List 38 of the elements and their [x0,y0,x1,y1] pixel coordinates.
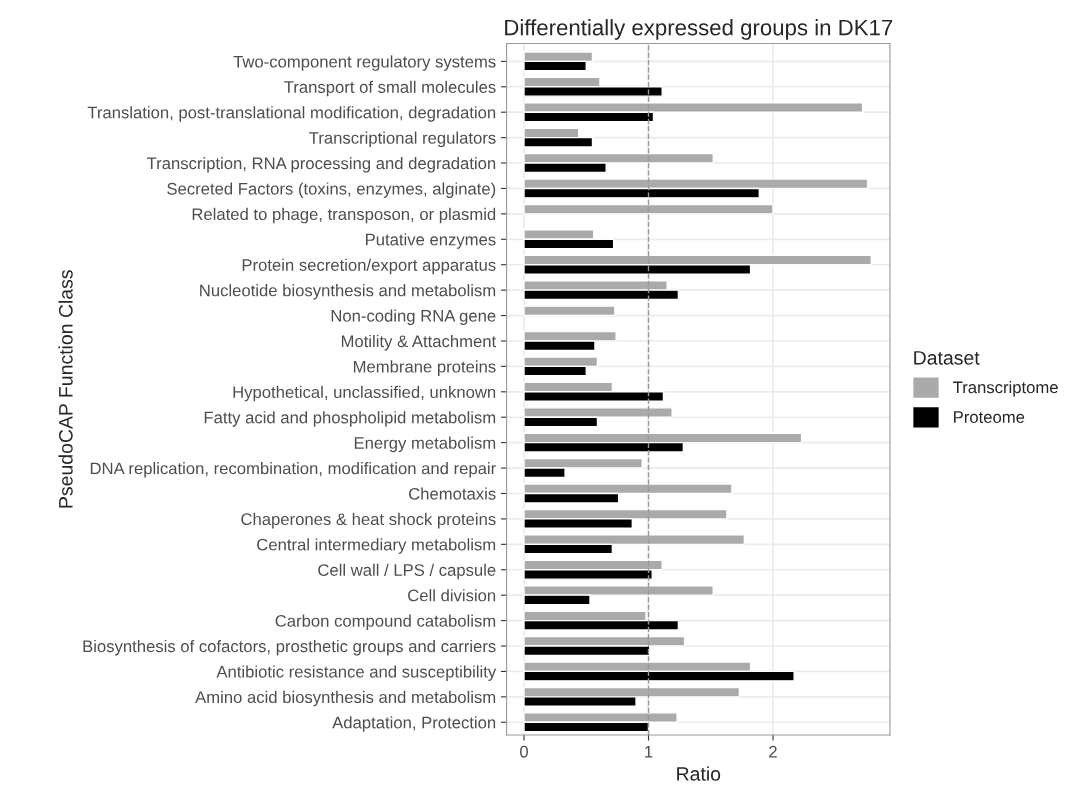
bar [523,203,774,215]
y-tick-label: Transport of small molecules [284,80,496,97]
y-tick-label: Amino acid biosynthesis and metabolism [195,690,496,707]
y-axis-title: PseudoCAP Function Class [58,270,73,508]
y-tick-label: Putative enzymes [366,233,496,249]
chart-title: Differentially expressed groups in DK17 [505,19,893,40]
y-tick-label: Chaperones & heat shock proteins [241,512,496,529]
y-tick-label: Energy metabolism [354,436,496,453]
y-tick-label: Adaptation, Protection [332,716,496,732]
legend-title: Dataset [914,351,980,365]
y-tick-label: Nucleotide biosynthesis and metabolism [200,284,496,300]
x-tick-label: 1 [645,746,653,758]
legend-label: Transcriptome [953,381,1058,397]
x-tick-label: 2 [769,745,777,758]
y-tick-label: Protein secretion/export apparatus [242,258,496,275]
legend-label: Proteome [954,411,1025,423]
y-tick-label: Non-coding RNA gene [331,309,496,326]
y-tick-label: Motility & Attachment [341,334,497,351]
y-tick-label: Transcriptional regulators [309,131,496,148]
x-tick-label: 0 [520,745,528,758]
y-tick-label: Hypothetical, unclassified, unknown [233,385,496,402]
y-tick-label: Secreted Factors (toxins, enzymes, alginate) [167,182,496,198]
y-tick-label: Cell wall / LPS / capsule [318,563,496,580]
y-tick-label: Two-component regulatory systems [233,55,496,71]
y-tick-label: Carbon compound catabolism [275,614,496,631]
x-axis-title: Ratio [677,766,721,781]
y-tick-label: Cell division [408,589,496,602]
y-tick-label: Central intermediary metabolism [257,538,496,554]
y-tick-label: Membrane proteins [353,360,496,376]
y-tick-label: Chemotaxis [409,487,496,500]
bar [523,305,616,317]
y-tick-label: Biosynthesis of cofactors, prosthetic groups and carriers [83,639,496,656]
y-tick-label: Translation, post-translational modification, degradation [87,106,496,122]
y-tick-label: DNA replication, recombination, modification and repair [90,462,496,478]
y-tick-label: Fatty acid and phospholipid metabolism [204,411,496,427]
y-tick-label: Antibiotic resistance and susceptibility [216,665,497,681]
y-tick-label: Related to phage, transposon, or plasmid [192,207,496,224]
y-tick-label: Transcription, RNA processing and degradation [146,156,496,173]
